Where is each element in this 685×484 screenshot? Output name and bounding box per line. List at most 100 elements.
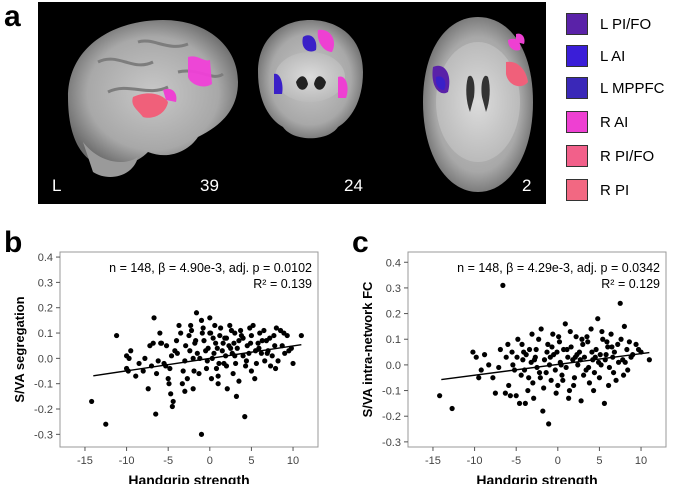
panel-letter-b: b <box>4 226 23 259</box>
data-point <box>586 380 593 386</box>
data-point <box>264 350 270 356</box>
data-point <box>586 364 592 371</box>
scatter-chart-b: -15 -10 -5 0 5 10 -0.3 -0.2 -0.1 0.0 0.1 0.2 0.3 0.4 n… <box>12 251 319 484</box>
data-point <box>103 421 109 427</box>
y-tick-label: 0.0 <box>386 360 401 372</box>
data-point <box>269 353 275 359</box>
y-tick-label: 0.0 <box>38 353 53 365</box>
data-point <box>633 341 639 347</box>
data-point <box>608 331 614 337</box>
data-point <box>196 370 202 377</box>
brain-slices-panel: L 39 24 2 <box>38 2 546 204</box>
x-tick-label: 0 <box>207 455 213 467</box>
data-point <box>476 375 482 381</box>
data-point <box>190 386 196 392</box>
x-tick-label: 5 <box>248 455 254 467</box>
x-tick-label: -10 <box>467 455 483 467</box>
data-point <box>282 350 288 356</box>
data-point <box>525 387 531 394</box>
legend-item-l-pi-fo: L PI/FO <box>566 12 651 36</box>
coronal-slice <box>258 20 363 139</box>
sagittal-slice <box>68 20 238 177</box>
data-point <box>259 338 265 344</box>
y-tick-label: 0.1 <box>38 328 53 340</box>
data-point <box>537 375 543 381</box>
legend-swatch <box>566 77 588 99</box>
data-point <box>547 354 553 360</box>
data-point <box>563 364 569 371</box>
data-point <box>168 391 174 397</box>
data-point <box>255 340 261 346</box>
data-point <box>247 325 253 331</box>
y-tick-label: -0.2 <box>382 411 401 423</box>
stats-annotation: n = 148, β = 4.29e-3, adj. p = 0.0342 <box>457 261 660 275</box>
x-axis-label: Handgrip strength <box>476 472 597 484</box>
data-point <box>497 346 503 353</box>
data-point <box>256 345 262 351</box>
data-point <box>243 358 250 364</box>
data-point <box>550 331 556 337</box>
data-point <box>193 310 200 316</box>
data-point <box>236 378 242 384</box>
data-point <box>526 346 533 353</box>
data-point <box>272 365 279 372</box>
data-point <box>215 373 221 379</box>
legend-swatch <box>566 145 588 167</box>
data-point <box>584 334 590 340</box>
data-point <box>170 398 176 405</box>
data-point <box>609 344 615 350</box>
data-point <box>615 359 622 365</box>
data-point <box>220 340 226 346</box>
data-point <box>556 339 563 345</box>
data-point <box>187 348 193 354</box>
data-point <box>215 381 221 387</box>
data-point <box>174 350 180 356</box>
data-point <box>437 393 443 399</box>
data-point <box>515 336 521 342</box>
data-point <box>208 330 214 336</box>
legend-swatch <box>566 179 588 201</box>
data-point <box>526 375 532 381</box>
data-point <box>271 332 277 339</box>
data-point <box>214 345 220 351</box>
data-point <box>496 364 502 371</box>
data-point <box>565 354 571 360</box>
y-tick-label: -0.1 <box>382 386 401 398</box>
data-point <box>531 357 538 363</box>
data-point <box>502 390 508 396</box>
data-point <box>227 322 233 329</box>
data-point <box>158 340 165 346</box>
data-point <box>544 349 550 355</box>
data-point <box>193 338 199 344</box>
data-point <box>505 341 511 347</box>
data-point <box>205 345 211 351</box>
data-point <box>267 363 274 369</box>
data-point <box>153 411 159 417</box>
legend-label: R PI <box>600 181 630 199</box>
data-point <box>581 354 588 360</box>
y-tick-label: 0.3 <box>386 283 401 295</box>
data-point <box>223 335 230 341</box>
data-point <box>592 354 598 360</box>
slice-label-sagittal: 39 <box>200 176 219 195</box>
data-point <box>262 358 268 364</box>
x-tick-label: -5 <box>163 455 173 467</box>
data-point <box>486 362 492 368</box>
slice-label-coronal: 24 <box>344 176 363 195</box>
data-point <box>183 343 189 349</box>
data-point <box>242 363 249 369</box>
r-squared-annotation: R² = 0.139 <box>253 277 312 291</box>
data-point <box>553 390 559 396</box>
legend-label: R AI <box>600 113 629 131</box>
data-point <box>521 349 527 355</box>
data-point <box>252 376 258 382</box>
data-point <box>564 346 570 353</box>
data-point <box>218 325 224 331</box>
data-point <box>261 327 267 334</box>
data-point <box>635 346 642 353</box>
data-point <box>571 382 577 389</box>
data-point <box>625 367 631 373</box>
data-point <box>182 388 188 394</box>
data-point <box>190 355 196 361</box>
data-point <box>604 339 610 345</box>
